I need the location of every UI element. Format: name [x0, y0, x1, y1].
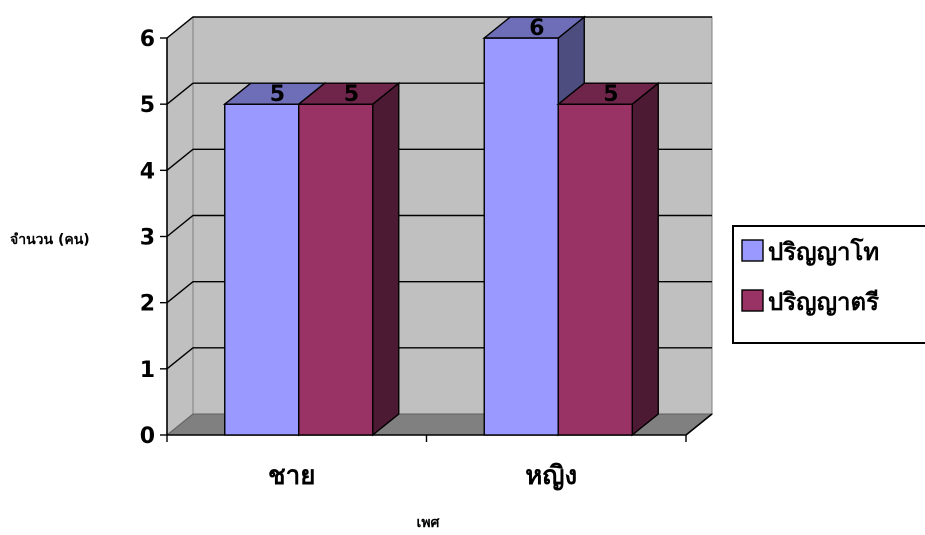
y-axis-label: จำนวน (คน)	[10, 232, 90, 248]
legend-swatch	[741, 239, 764, 262]
data-label: 5	[603, 82, 618, 107]
y-tick-label: 2	[140, 292, 155, 317]
x-tick-label: ชาย	[268, 461, 315, 491]
y-tick-label: 5	[140, 93, 155, 118]
bar	[483, 37, 559, 436]
bar	[224, 103, 300, 436]
x-tick-label: หญิง	[525, 461, 577, 491]
bar-side	[372, 81, 400, 437]
x-axis-label: เพศ	[417, 515, 441, 531]
chart-text: จำนวน (คน) เพศ ชาย หญิง	[10, 232, 577, 531]
y-tick-label: 4	[140, 159, 155, 184]
bar	[298, 103, 374, 436]
data-label: 5	[270, 82, 285, 107]
y-tick-label: 1	[140, 358, 155, 383]
y-tick-label: 6	[140, 27, 155, 52]
legend-box	[732, 225, 925, 344]
legend-swatch	[741, 289, 764, 312]
legend-label: ปริญญาตรี	[768, 288, 879, 316]
floor-edge	[685, 413, 713, 436]
data-label: 6	[529, 16, 544, 41]
bars: 5 5 6 5	[222, 15, 661, 437]
bar-top	[482, 16, 587, 39]
bar-side	[631, 81, 659, 437]
bar-top	[296, 82, 401, 105]
y-tick-label: 0	[140, 424, 155, 449]
bar	[557, 103, 633, 436]
y-tick-label: 3	[140, 226, 155, 251]
bar-top	[556, 82, 661, 105]
axes: 0 1 2 3 4 5 6	[140, 27, 713, 449]
data-label: 5	[344, 82, 359, 107]
legend-label: ปริญญาโท	[768, 237, 879, 266]
